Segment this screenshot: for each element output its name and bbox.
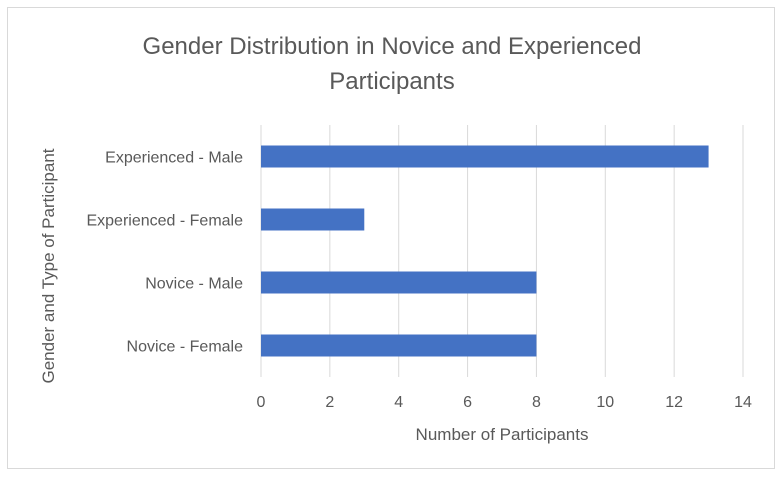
chart-title-line-1: Gender Distribution in Novice and Experi…	[143, 33, 642, 60]
category-label: Experienced - Female	[86, 213, 243, 230]
category-label: Experienced - Male	[105, 150, 243, 167]
category-label: Novice - Male	[145, 276, 243, 293]
x-tick-label: 12	[665, 394, 683, 411]
x-tick-label: 10	[596, 394, 614, 411]
chart-title-line-2: Participants	[329, 68, 454, 95]
bar	[261, 208, 365, 231]
x-tick-label: 14	[734, 394, 752, 411]
x-tick-labels: 0 2 4 6 8 10 12 14	[257, 394, 752, 411]
y-axis-label: Gender and Type of Participant	[39, 148, 58, 383]
x-tick-label: 8	[532, 394, 541, 411]
bars	[261, 145, 709, 357]
bar	[261, 145, 709, 168]
category-labels: Experienced - Male Experienced - Female No…	[86, 150, 243, 356]
x-tick-label: 0	[257, 394, 266, 411]
bar	[261, 271, 537, 294]
x-tick-label: 4	[394, 394, 403, 411]
category-label: Novice - Female	[127, 339, 244, 356]
x-tick-label: 2	[325, 394, 334, 411]
bar	[261, 334, 537, 357]
chart-frame	[7, 7, 775, 469]
x-axis-label: Number of Participants	[416, 425, 589, 444]
x-tick-label: 6	[463, 394, 472, 411]
